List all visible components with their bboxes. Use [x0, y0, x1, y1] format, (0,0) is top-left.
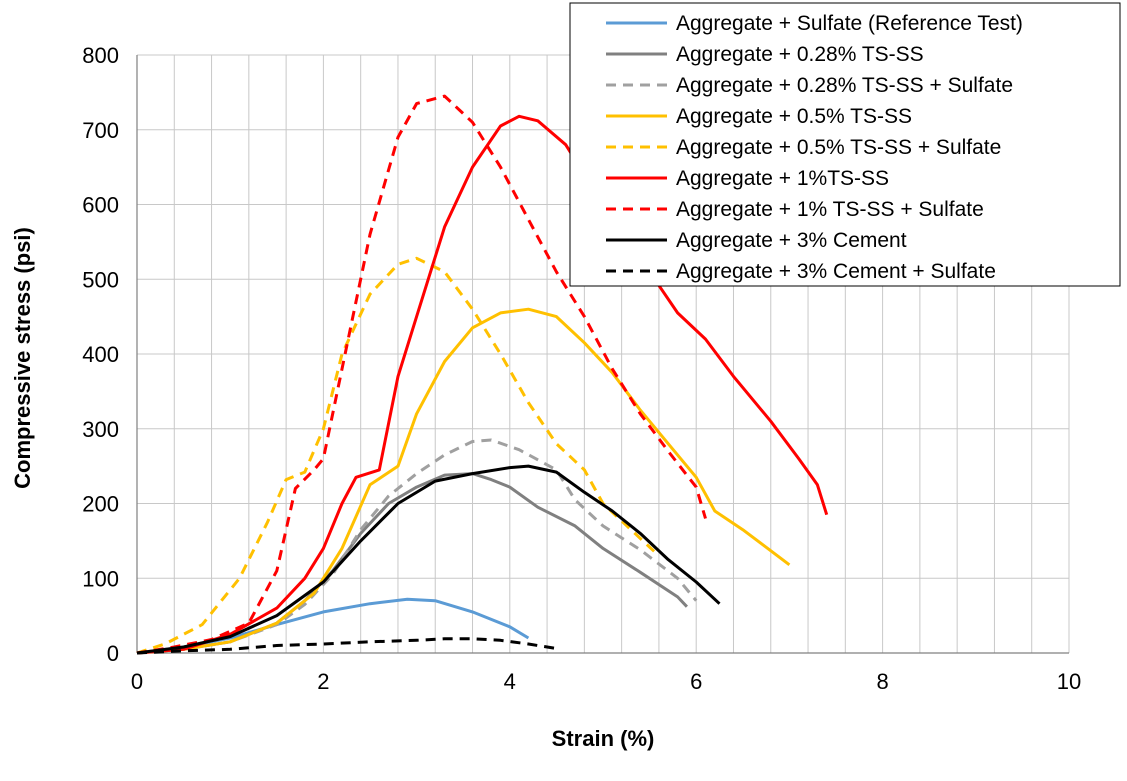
legend: Aggregate + Sulfate (Reference Test) Aggr… — [569, 2, 1121, 287]
legend-label-1: Aggregate + Sulfate (Reference Test) — [676, 12, 1023, 35]
x-tick-label: 10 — [1057, 669, 1081, 694]
legend-label-2: Aggregate + 0.28% TS-SS — [676, 43, 924, 66]
legend-label-4: Aggregate + 0.5% TS-SS — [676, 105, 912, 128]
legend-label-7: Aggregate + 1% TS-SS + Sulfate — [676, 198, 984, 221]
y-tick-label: 800 — [82, 43, 119, 68]
y-tick-label: 700 — [82, 118, 119, 143]
y-tick-label: 300 — [82, 417, 119, 442]
series-line-4 — [136, 307, 791, 655]
y-tick-label: 500 — [82, 267, 119, 292]
legend-label-5: Aggregate + 0.5% TS-SS + Sulfate — [676, 136, 1001, 159]
y-tick-label: 400 — [82, 342, 119, 367]
series-line-6 — [136, 114, 829, 655]
x-tick-label: 8 — [876, 669, 888, 694]
x-tick-label: 2 — [317, 669, 329, 694]
y-tick-label: 600 — [82, 193, 119, 218]
axes — [136, 55, 1069, 654]
y-tick-label: 100 — [82, 566, 119, 591]
x-tick-label: 6 — [690, 669, 702, 694]
legend-label-9: Aggregate + 3% Cement + Sulfate — [676, 260, 996, 283]
x-axis-title: Strain (%) — [552, 726, 655, 751]
series-line-8 — [136, 464, 721, 655]
y-axis-title: Compressive stress (psi) — [10, 227, 35, 489]
y-tick-label: 200 — [82, 492, 119, 517]
legend-label-8: Aggregate + 3% Cement — [676, 229, 907, 252]
y-tick-label: 0 — [107, 641, 119, 666]
series-lines — [136, 94, 829, 655]
x-tick-label: 0 — [131, 669, 143, 694]
series-line-5 — [136, 256, 660, 655]
x-tick-label: 4 — [504, 669, 516, 694]
series-line-9 — [136, 637, 557, 655]
legend-label-6: Aggregate + 1%TS-SS — [676, 167, 889, 190]
legend-label-3: Aggregate + 0.28% TS-SS + Sulfate — [676, 74, 1013, 97]
series-line-7 — [136, 94, 707, 655]
